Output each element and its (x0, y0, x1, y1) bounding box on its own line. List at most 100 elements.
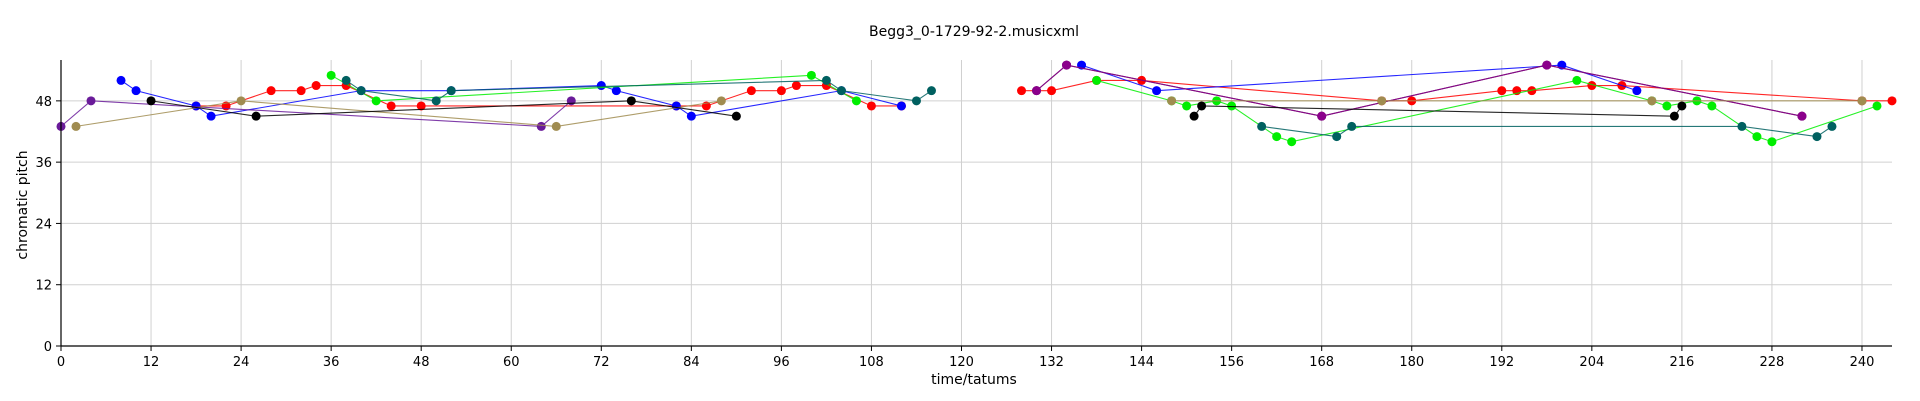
series-line (75, 100, 722, 127)
data-point (236, 96, 246, 106)
x-tick-label: 168 (1309, 355, 1334, 370)
series-line (1081, 64, 1638, 92)
data-point (911, 96, 921, 106)
data-point (116, 75, 126, 85)
grid (61, 60, 1892, 346)
data-point (1152, 86, 1162, 96)
data-point (146, 96, 156, 106)
data-point (1189, 111, 1199, 121)
series-8 (1077, 60, 1642, 96)
data-point (1812, 132, 1822, 142)
data-point (791, 81, 801, 91)
data-point (1272, 132, 1282, 142)
data-point (1669, 111, 1679, 121)
data-point (341, 75, 351, 85)
x-tick-label: 84 (683, 355, 700, 370)
data-point (386, 101, 396, 111)
data-point (1062, 60, 1072, 70)
series-2 (326, 70, 861, 106)
data-point (1752, 132, 1762, 142)
data-point (1662, 101, 1672, 111)
data-point (416, 101, 426, 111)
data-point (566, 96, 576, 106)
data-point (1632, 86, 1642, 96)
data-point (251, 111, 261, 121)
x-tick-label: 24 (233, 355, 250, 370)
data-point (1347, 121, 1357, 131)
x-tick-label: 12 (143, 355, 160, 370)
data-point (836, 86, 846, 96)
y-tick-label: 24 (35, 217, 52, 232)
x-tick-label: 204 (1579, 355, 1604, 370)
series-14 (1167, 96, 1867, 106)
data-point (1032, 86, 1042, 96)
x-tick-label: 48 (413, 355, 430, 370)
x-tick-label: 108 (859, 355, 884, 370)
x-tick-label: 216 (1669, 355, 1694, 370)
series-layer (56, 60, 1897, 147)
x-tick-label: 192 (1489, 355, 1514, 370)
data-point (866, 101, 876, 111)
data-point (1377, 96, 1387, 106)
axes (56, 60, 1892, 351)
data-point (311, 81, 321, 91)
data-point (1317, 111, 1327, 121)
data-point (806, 70, 816, 80)
data-point (536, 121, 546, 131)
data-point (1707, 101, 1717, 111)
x-tick-label: 0 (57, 355, 65, 370)
data-point (356, 86, 366, 96)
data-point (1677, 101, 1687, 111)
series-line (1096, 79, 1878, 143)
series-10 (1032, 60, 1807, 121)
data-point (371, 96, 381, 106)
data-point (1017, 86, 1027, 96)
data-point (326, 70, 336, 80)
data-point (686, 111, 696, 121)
series-6 (146, 96, 741, 121)
y-tick-label: 0 (44, 340, 52, 355)
data-point (1827, 121, 1837, 131)
x-tick-label: 96 (773, 355, 790, 370)
data-point (1047, 86, 1057, 96)
data-point (1572, 75, 1582, 85)
x-tick-label: 132 (1039, 355, 1064, 370)
data-point (551, 121, 561, 131)
data-point (596, 81, 606, 91)
data-point (1092, 75, 1102, 85)
x-tick-label: 144 (1129, 355, 1154, 370)
data-point (716, 96, 726, 106)
data-point (71, 121, 81, 131)
series-line (330, 74, 857, 102)
series-line (196, 84, 902, 107)
series-4 (71, 96, 726, 131)
data-point (1587, 81, 1597, 91)
data-point (1887, 96, 1897, 106)
series-line (1021, 79, 1892, 102)
data-point (851, 96, 861, 106)
data-point (671, 101, 681, 111)
data-point (1497, 86, 1507, 96)
data-point (1257, 121, 1267, 131)
x-tick-label: 72 (593, 355, 610, 370)
data-point (626, 96, 636, 106)
data-point (1857, 96, 1867, 106)
series-13 (1189, 101, 1687, 121)
chart-title: Begg3_0-1729-92-2.musicxml (869, 24, 1079, 40)
series-12 (1257, 121, 1837, 142)
data-point (266, 86, 276, 96)
x-tick-label: 180 (1399, 355, 1424, 370)
tick-labels: 0 12 24 36 48 60 72 84 96 108 120 132 144 156 168 180 19… (35, 95, 1874, 370)
data-point (1872, 101, 1882, 111)
series-line (1193, 105, 1683, 117)
data-point (821, 75, 831, 85)
series-line (1036, 64, 1803, 117)
data-point (1332, 132, 1342, 142)
data-point (926, 86, 936, 96)
data-point (431, 96, 441, 106)
data-point (746, 86, 756, 96)
y-tick-label: 48 (35, 95, 52, 110)
data-point (1767, 137, 1777, 147)
data-point (206, 111, 216, 121)
